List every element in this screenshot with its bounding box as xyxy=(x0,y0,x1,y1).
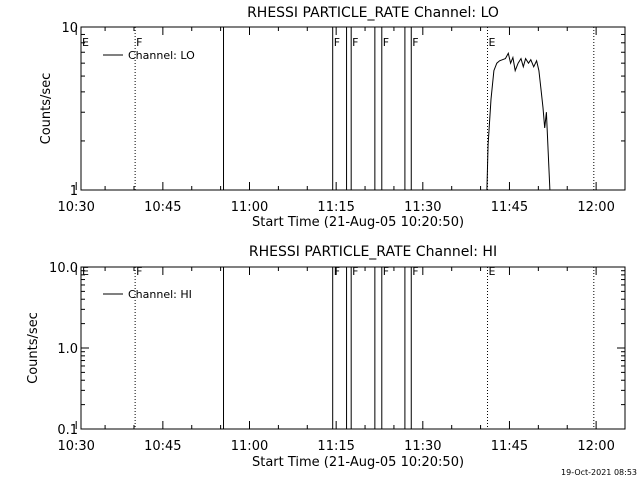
x-tick-label: 10:30 xyxy=(57,439,94,454)
flag-label: E xyxy=(489,265,496,278)
flag-label: F xyxy=(383,265,389,278)
flag-label: F xyxy=(334,36,340,49)
x-tick-label: 10:30 xyxy=(57,200,94,215)
series-line-0 xyxy=(486,51,551,191)
x-tick-label: 11:45 xyxy=(491,439,528,454)
x-tick-label: 11:00 xyxy=(231,200,268,215)
y-axis-label: Counts/sec xyxy=(26,312,41,384)
x-tick-label: 10:45 xyxy=(144,439,181,454)
timestamp: 19-Oct-2021 08:53 xyxy=(561,468,637,477)
chart-panel-1: RHESSI PARTICLE_RATE Channel: HI 0.1 1.0 10… xyxy=(26,244,626,470)
y-tick-label: 0.1 xyxy=(57,423,78,438)
x-tick-label: 11:30 xyxy=(404,200,441,215)
plot-frame xyxy=(80,26,626,191)
chart-title: RHESSI PARTICLE_RATE Channel: HI xyxy=(249,244,497,260)
legend-label: Channel: LO xyxy=(128,49,195,62)
x-tick-label: 12:00 xyxy=(577,439,614,454)
x-tick-label: 10:45 xyxy=(144,200,181,215)
flag-label: E xyxy=(82,36,89,49)
y-tick-label: 10.0 xyxy=(49,261,78,276)
x-axis-label: Start Time (21-Aug-05 10:20:50) xyxy=(252,455,464,470)
x-tick-label: 11:15 xyxy=(317,439,354,454)
y-axis-label: Counts/sec xyxy=(39,73,54,145)
y-tick-label: 1 xyxy=(70,184,78,199)
flag-label: E xyxy=(489,36,496,49)
flag-label: F xyxy=(412,36,418,49)
flag-label: F xyxy=(383,36,389,49)
x-tick-label: 11:30 xyxy=(404,439,441,454)
flag-label: F xyxy=(352,36,358,49)
x-tick-label: 11:45 xyxy=(491,200,528,215)
flag-label: E xyxy=(82,265,89,278)
chart-title: RHESSI PARTICLE_RATE Channel: LO xyxy=(247,5,499,21)
flag-label: F xyxy=(352,265,358,278)
x-tick-label: 11:15 xyxy=(317,200,354,215)
y-tick-label: 1.0 xyxy=(57,342,78,357)
x-tick-label: 12:00 xyxy=(577,200,614,215)
chart-panel-0: RHESSI PARTICLE_RATE Channel: LO 1 10 10:30… xyxy=(39,5,626,230)
flag-label: F xyxy=(412,265,418,278)
flag-label: F xyxy=(136,265,142,278)
flag-label: F xyxy=(334,265,340,278)
flag-label: F xyxy=(136,36,142,49)
x-axis-label: Start Time (21-Aug-05 10:20:50) xyxy=(252,215,464,230)
x-tick-label: 11:00 xyxy=(231,439,268,454)
legend-label: Channel: HI xyxy=(128,288,192,301)
y-tick-label: 10 xyxy=(61,21,78,36)
